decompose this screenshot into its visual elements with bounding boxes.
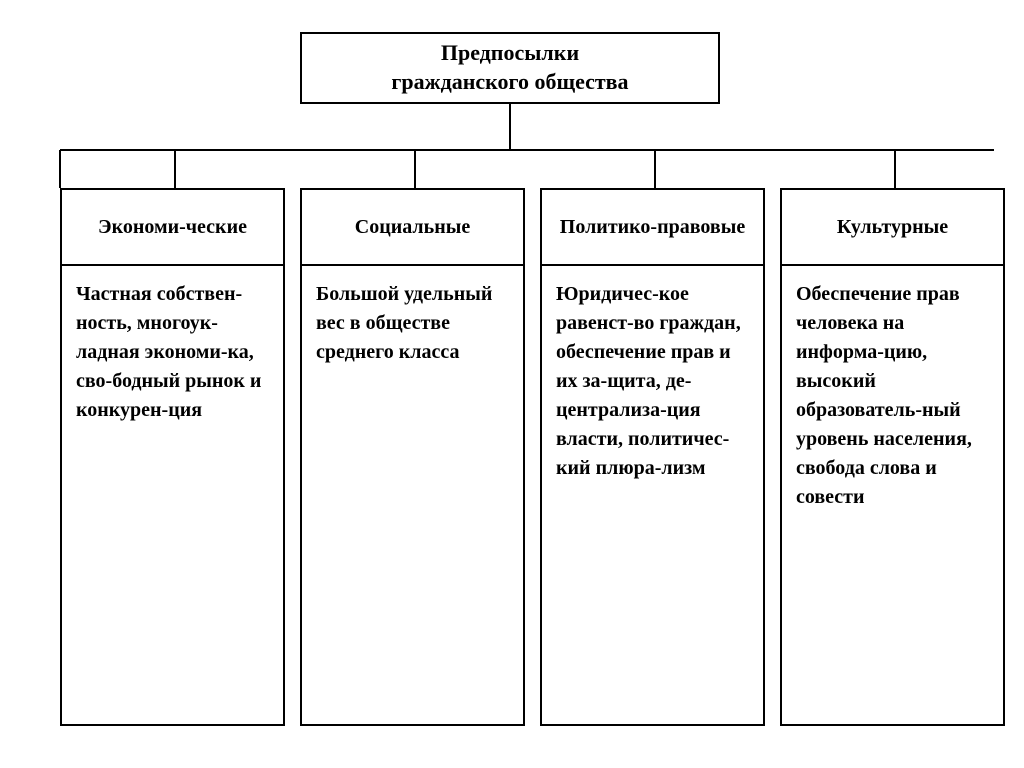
category-header-line: Социальные xyxy=(355,215,470,240)
category-header: Культурные xyxy=(780,188,1005,266)
category-body: Юридичес-кое равенст-во граждан, обеспеч… xyxy=(540,266,765,726)
category-header-line: Культурные xyxy=(837,215,948,240)
category-header: Экономи-ческие xyxy=(60,188,285,266)
category-column: Социальные Большой удельный вес в обществ… xyxy=(300,188,525,726)
category-column: Экономи-ческиеЧастная собствен-ность, мн… xyxy=(60,188,285,726)
category-header-line: Политико- xyxy=(560,215,657,240)
category-body: Частная собствен-ность, многоук-ладная э… xyxy=(60,266,285,726)
category-column: Культурные Обеспечение прав человека на и… xyxy=(780,188,1005,726)
category-header: Политико-правовые xyxy=(540,188,765,266)
category-column: Политико-правовыеЮридичес-кое равенст-во… xyxy=(540,188,765,726)
category-header-line: ческие xyxy=(186,215,247,240)
category-header: Социальные xyxy=(300,188,525,266)
root-line2: гражданского общества xyxy=(391,68,628,97)
root-node: Предпосылки гражданского общества xyxy=(300,32,720,104)
category-header-line: правовые xyxy=(657,215,745,240)
category-body: Обеспечение прав человека на информа-цию… xyxy=(780,266,1005,726)
category-header-line: Экономи- xyxy=(98,215,186,240)
root-line1: Предпосылки xyxy=(441,39,579,68)
org-diagram: Предпосылки гражданского общества Эконом… xyxy=(30,20,994,748)
category-body: Большой удельный вес в обществе среднего… xyxy=(300,266,525,726)
